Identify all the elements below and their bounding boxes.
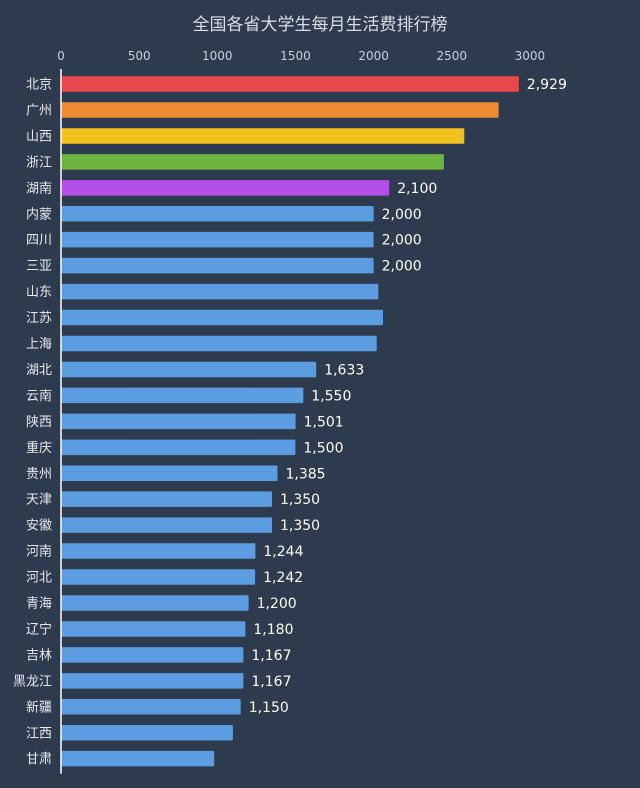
bar [61,154,444,170]
bar [61,647,244,663]
x-tick-label: 1500 [280,49,311,63]
category-label: 北京 [26,78,52,93]
bar [61,595,249,611]
data-label: 1,350 [280,492,320,508]
category-label: 内蒙 [26,206,52,222]
category-label: 安徽 [26,519,52,534]
category-label: 新疆 [26,699,52,715]
x-tick-label: 3000 [515,49,546,63]
data-label: 2,929 [527,77,567,93]
category-label: 浙江 [26,155,52,170]
category-label: 湖北 [26,363,52,378]
data-label: 1,150 [249,700,289,716]
category-label: 辽宁 [26,621,52,637]
bar [61,76,519,92]
bar [61,257,374,274]
bar [61,439,296,456]
bar [61,699,241,715]
x-tick-label: 0 [57,49,65,63]
x-tick-label: 1000 [202,49,233,63]
bar [61,673,244,689]
data-label: 1,167 [251,648,291,664]
data-label: 2,000 [382,207,422,223]
category-label: 湖南 [26,180,52,196]
bar [61,491,272,507]
data-label: 1,242 [263,570,303,586]
bar [61,621,246,637]
data-label: 1,550 [311,388,351,404]
category-label: 河南 [26,544,52,560]
category-label: 陕西 [26,415,52,430]
x-tick-label: 2000 [358,49,389,63]
category-label: 贵州 [26,467,52,482]
bar [61,128,465,144]
bar [61,283,379,300]
category-label: 江西 [26,726,52,741]
x-tick-label: 2500 [436,49,467,63]
x-tick-label: 500 [128,49,151,63]
data-label: 2,100 [397,181,437,197]
category-label: 云南 [26,388,52,404]
data-label: 1,167 [251,674,291,690]
bar [61,517,272,533]
data-label: 1,633 [324,362,364,378]
category-label: 吉林 [26,648,52,663]
category-label: 重庆 [26,440,52,456]
bar [61,569,256,585]
category-label: 广州 [26,104,52,119]
category-label: 山东 [26,285,52,300]
category-label: 山西 [26,129,52,144]
category-label: 天津 [26,493,52,508]
bar [61,102,499,118]
category-label: 四川 [26,233,52,248]
category-label: 甘肃 [26,752,52,767]
bar [61,206,374,222]
chart-title: 全国各省大学生每月生活费排行榜 [192,15,448,35]
data-label: 1,350 [280,518,320,534]
data-label: 1,244 [263,544,303,560]
data-label: 1,385 [286,466,326,482]
category-label: 黑龙江 [13,674,52,689]
data-label: 1,180 [253,622,293,638]
category-label: 青海 [26,597,52,612]
category-label: 江苏 [26,310,52,326]
category-label: 河北 [26,571,52,586]
bar [61,180,390,196]
bar [61,309,383,326]
bar [61,725,233,741]
bar [61,361,317,378]
bar [61,231,374,248]
data-label: 1,501 [304,414,344,430]
bar [61,335,377,352]
bar [61,387,304,404]
data-label: 2,000 [382,259,422,275]
category-label: 上海 [26,337,52,352]
category-label: 三亚 [26,259,52,274]
data-label: 1,500 [303,440,343,456]
bar [61,465,278,481]
data-label: 1,200 [257,596,297,612]
bar [61,413,296,430]
bar [61,750,215,767]
bar [61,543,256,559]
data-label: 2,000 [382,233,422,249]
